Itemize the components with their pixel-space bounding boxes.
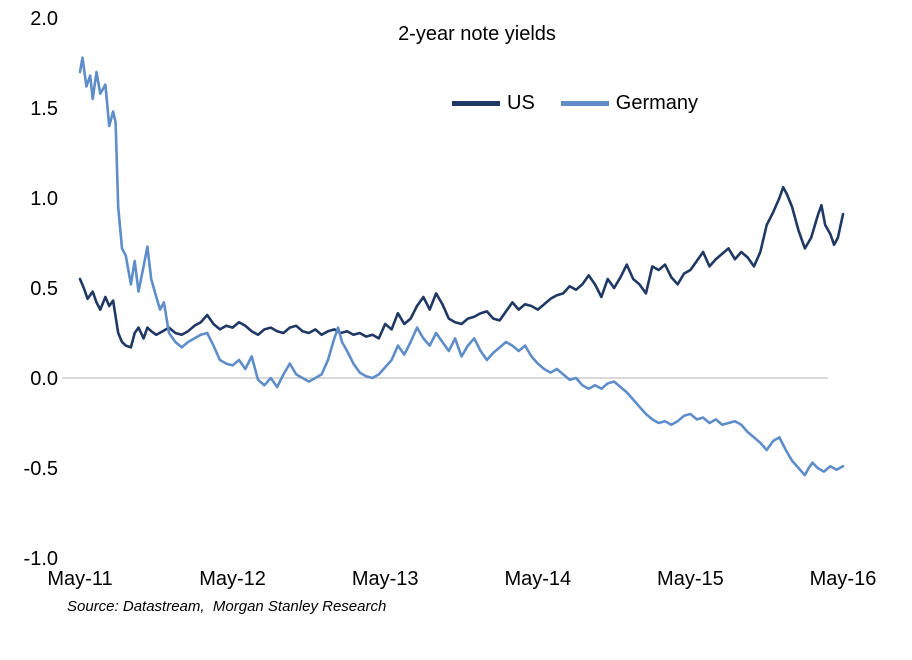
legend-item-germany: Germany <box>560 92 699 115</box>
x-tick-label: May-12 <box>199 568 266 590</box>
y-tick-label: 1.5 <box>30 98 58 120</box>
legend-item-us: US <box>452 92 535 115</box>
chart-title: 2-year note yields <box>398 23 556 45</box>
legend-label-us: US <box>507 92 535 114</box>
x-tick-label: May-14 <box>504 568 571 590</box>
y-tick-label: 2.0 <box>30 8 58 30</box>
legend-swatch-germany <box>560 101 609 106</box>
series-line-us <box>78 185 845 349</box>
legend-label-germany: Germany <box>615 92 699 114</box>
x-tick-label: May-15 <box>657 568 724 590</box>
source-note: Source: Datastream, Morgan Stanley Resea… <box>67 598 387 615</box>
legend: US Germany <box>452 92 698 115</box>
y-tick-label: -0.5 <box>24 458 58 480</box>
y-tick-label: 0.5 <box>30 278 58 300</box>
y-tick-label: 1.0 <box>30 188 58 210</box>
series-line-germany <box>78 56 845 477</box>
x-tick-label: May-16 <box>810 568 877 590</box>
y-tick-label: -1.0 <box>24 548 58 570</box>
x-tick-label: May-11 <box>47 568 112 590</box>
x-tick-label: May-13 <box>352 568 419 590</box>
legend-swatch-us <box>452 101 500 106</box>
y-tick-label: 0.0 <box>30 368 58 390</box>
